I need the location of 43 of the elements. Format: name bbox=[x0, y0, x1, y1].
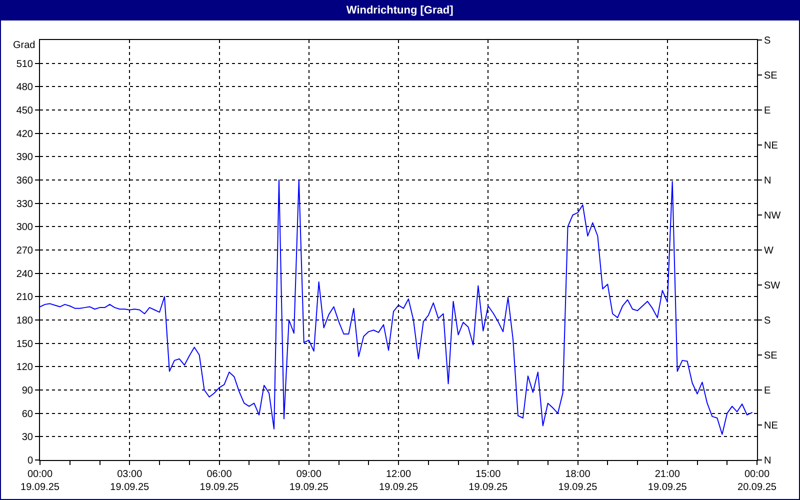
y-tick-label: 90 bbox=[22, 386, 34, 396]
x-tick-label: 06:00 19.09.25 bbox=[200, 469, 240, 493]
y-tick-label: 30 bbox=[22, 432, 34, 444]
y-tick-label: 270 bbox=[16, 246, 34, 256]
x-tick-label: 18:00 19.09.25 bbox=[558, 469, 598, 493]
category-label: NE bbox=[764, 420, 778, 432]
y-tick-label: 240 bbox=[16, 268, 34, 280]
category-label: E bbox=[764, 106, 771, 116]
category-label: N bbox=[764, 456, 772, 466]
y-tick-label: 420 bbox=[16, 128, 34, 140]
chart-title: Windrichtung [Grad] bbox=[346, 4, 454, 16]
category-label: S bbox=[764, 36, 771, 46]
x-tick-label: 00:00 20.09.25 bbox=[738, 469, 777, 493]
y-tick-label: 300 bbox=[16, 222, 34, 234]
y-tick-label: 450 bbox=[16, 106, 34, 116]
y-axis-title: Grad bbox=[13, 40, 36, 51]
category-label: SE bbox=[764, 70, 778, 82]
y-tick-label: 0 bbox=[27, 456, 34, 466]
category-label: SE bbox=[764, 350, 778, 362]
y-tick-label: 210 bbox=[16, 292, 34, 304]
y-tick-label: 60 bbox=[22, 408, 34, 420]
category-label: S bbox=[764, 316, 771, 326]
category-label: SW bbox=[764, 280, 780, 292]
y-tick-label: 150 bbox=[16, 338, 34, 350]
y-tick-label: 330 bbox=[16, 198, 34, 210]
x-tick-label: 21:00 19.09.25 bbox=[648, 469, 688, 493]
y-tick-label: 120 bbox=[16, 362, 34, 374]
category-label: NW bbox=[764, 210, 781, 222]
x-tick-label: 00:00 19.09.25 bbox=[20, 469, 60, 493]
category-label: NE bbox=[764, 140, 778, 152]
x-tick-label: 12:00 19.09.25 bbox=[379, 469, 418, 493]
category-label: N bbox=[764, 176, 772, 186]
y-tick-label: 390 bbox=[16, 152, 34, 164]
x-tick-label: 15:00 19.09.25 bbox=[468, 469, 508, 493]
x-tick-label: 09:00 19.09.25 bbox=[289, 469, 329, 493]
category-label: W bbox=[764, 246, 774, 256]
y-tick-label: 360 bbox=[16, 176, 34, 186]
y-tick-label: 510 bbox=[16, 58, 34, 70]
y-tick-label: 480 bbox=[16, 82, 34, 94]
x-tick-label: 03:00 19.09.25 bbox=[110, 469, 150, 493]
category-label: E bbox=[764, 386, 771, 396]
y-tick-label: 180 bbox=[16, 316, 34, 326]
line-series bbox=[40, 180, 753, 435]
